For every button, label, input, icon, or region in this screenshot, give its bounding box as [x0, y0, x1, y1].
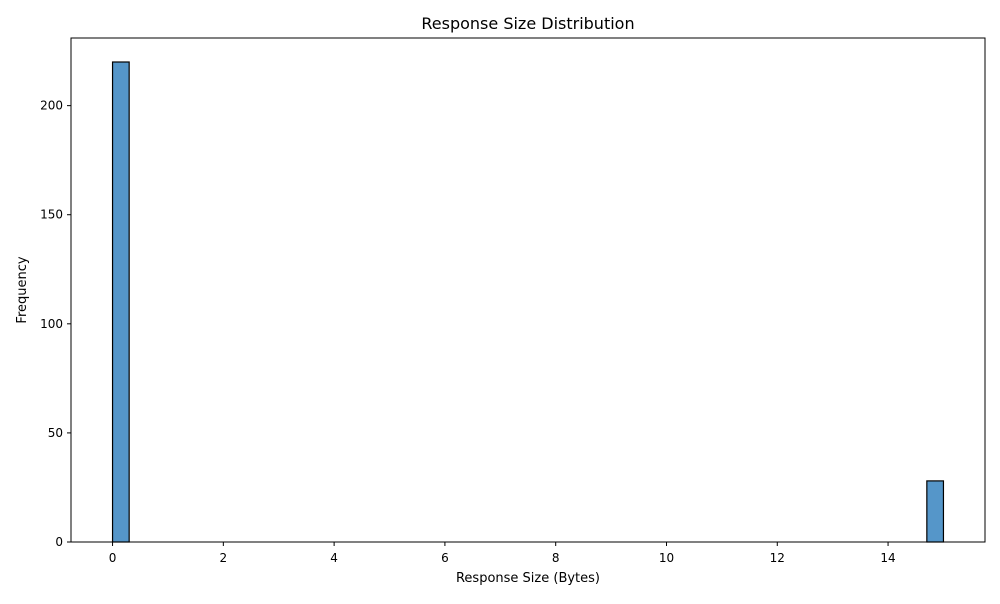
- y-tick-label: 50: [48, 426, 63, 440]
- x-tick-label: 8: [552, 551, 560, 565]
- x-tick-label: 6: [441, 551, 449, 565]
- y-tick-label: 200: [40, 99, 63, 113]
- x-tick-label: 14: [880, 551, 895, 565]
- x-tick-label: 10: [659, 551, 674, 565]
- chart-title: Response Size Distribution: [421, 14, 634, 33]
- histogram-bar: [111, 61, 130, 543]
- y-axis-ticks: 0 50 100 150 200: [40, 99, 71, 549]
- x-tick-label: 2: [220, 551, 228, 565]
- x-axis-ticks: 0 2 4 6 8 10 12 14: [109, 542, 896, 565]
- x-tick-label: 12: [770, 551, 785, 565]
- y-tick-label: 0: [55, 535, 63, 549]
- plot-frame: [70, 37, 986, 543]
- histogram-bar: [926, 480, 945, 543]
- y-axis-label: Frequency: [15, 256, 30, 323]
- x-axis-label: Response Size (Bytes): [456, 571, 600, 586]
- bars-layer: [111, 61, 945, 543]
- x-tick-label: 0: [109, 551, 117, 565]
- x-tick-label: 4: [330, 551, 338, 565]
- y-tick-label: 150: [40, 208, 63, 222]
- y-tick-label: 100: [40, 317, 63, 331]
